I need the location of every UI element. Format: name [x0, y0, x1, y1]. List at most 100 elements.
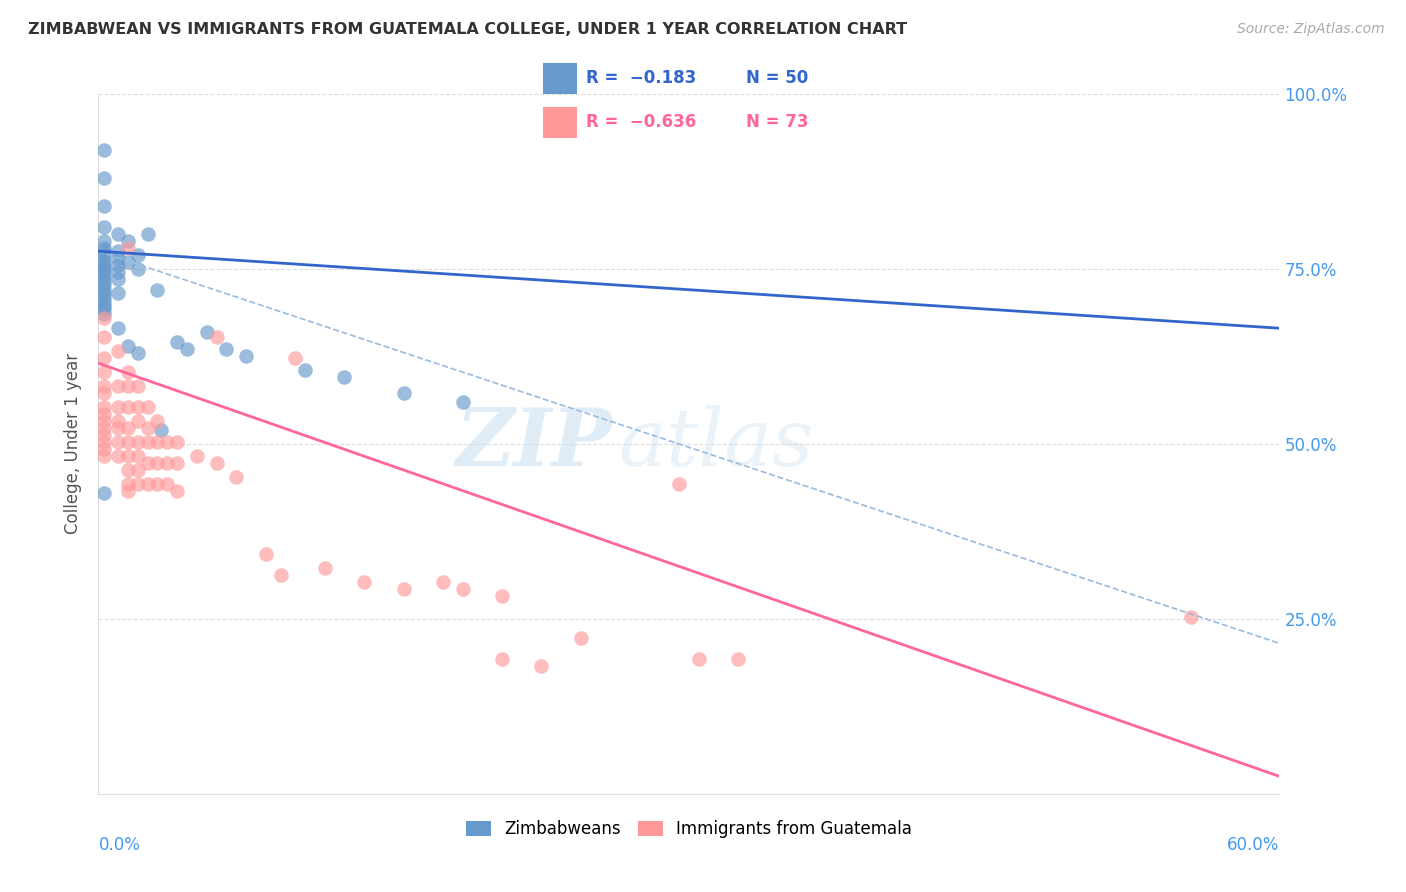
- Point: [107, 401, 129, 415]
- Point: [205, 330, 228, 344]
- Point: [93, 379, 115, 393]
- Point: [432, 575, 454, 590]
- Point: [127, 379, 149, 393]
- Point: [93, 485, 115, 500]
- Point: [93, 414, 115, 428]
- Point: [166, 484, 188, 499]
- Point: [93, 294, 115, 309]
- Bar: [543, 107, 576, 138]
- Point: [205, 456, 228, 470]
- Point: [107, 258, 129, 272]
- Point: [353, 575, 375, 590]
- Point: [156, 477, 179, 491]
- Point: [107, 435, 129, 450]
- Point: [146, 456, 169, 470]
- Point: [166, 456, 188, 470]
- Point: [107, 344, 129, 359]
- Point: [93, 234, 115, 248]
- Point: [93, 310, 115, 325]
- Point: [117, 484, 139, 499]
- Point: [146, 414, 169, 428]
- Point: [107, 265, 129, 279]
- Point: [150, 423, 173, 437]
- Point: [93, 330, 115, 344]
- Point: [107, 321, 129, 335]
- Point: [93, 253, 115, 268]
- Point: [146, 283, 169, 297]
- Point: [93, 306, 115, 320]
- Point: [166, 435, 188, 450]
- Point: [451, 582, 474, 597]
- Point: [93, 241, 115, 255]
- Point: [93, 302, 115, 317]
- Point: [127, 261, 149, 276]
- Point: [688, 652, 710, 666]
- Point: [93, 442, 115, 457]
- Point: [284, 351, 307, 366]
- Point: [117, 421, 139, 435]
- Point: [270, 568, 292, 582]
- Point: [117, 401, 139, 415]
- Point: [93, 365, 115, 379]
- Text: Source: ZipAtlas.com: Source: ZipAtlas.com: [1237, 22, 1385, 37]
- Point: [117, 463, 139, 477]
- Point: [333, 370, 356, 384]
- Point: [491, 590, 513, 604]
- Point: [146, 435, 169, 450]
- Point: [314, 561, 336, 575]
- Point: [93, 244, 115, 259]
- Point: [127, 477, 149, 491]
- Y-axis label: College, Under 1 year: College, Under 1 year: [65, 353, 83, 534]
- Text: N = 73: N = 73: [745, 113, 808, 131]
- Point: [107, 421, 129, 435]
- Point: [117, 339, 139, 353]
- Point: [93, 274, 115, 288]
- Point: [93, 351, 115, 366]
- Point: [127, 345, 149, 359]
- Text: R =  −0.636: R = −0.636: [586, 113, 696, 131]
- Text: 60.0%: 60.0%: [1227, 836, 1279, 854]
- Point: [107, 414, 129, 428]
- Point: [107, 227, 129, 241]
- Point: [93, 435, 115, 450]
- Point: [530, 659, 553, 673]
- Bar: [543, 63, 576, 94]
- Point: [136, 477, 159, 491]
- Text: 0.0%: 0.0%: [98, 836, 141, 854]
- Point: [176, 343, 198, 357]
- Text: ZIMBABWEAN VS IMMIGRANTS FROM GUATEMALA COLLEGE, UNDER 1 YEAR CORRELATION CHART: ZIMBABWEAN VS IMMIGRANTS FROM GUATEMALA …: [28, 22, 907, 37]
- Point: [93, 428, 115, 442]
- Point: [93, 299, 115, 313]
- Point: [254, 548, 277, 562]
- Point: [225, 470, 247, 484]
- Point: [195, 325, 218, 339]
- Point: [451, 394, 474, 409]
- Point: [117, 254, 139, 268]
- Point: [727, 652, 749, 666]
- Point: [93, 283, 115, 297]
- Point: [156, 456, 179, 470]
- Point: [93, 263, 115, 277]
- Point: [117, 379, 139, 393]
- Point: [93, 287, 115, 301]
- Point: [93, 257, 115, 271]
- Point: [107, 251, 129, 265]
- Point: [392, 386, 415, 401]
- Point: [93, 199, 115, 213]
- Point: [136, 456, 159, 470]
- Point: [127, 450, 149, 464]
- Point: [127, 463, 149, 477]
- Point: [93, 386, 115, 401]
- Point: [93, 267, 115, 281]
- Point: [156, 435, 179, 450]
- Point: [127, 401, 149, 415]
- Point: [107, 244, 129, 259]
- Point: [93, 400, 115, 414]
- Point: [93, 248, 115, 262]
- Point: [107, 450, 129, 464]
- Point: [93, 270, 115, 285]
- Point: [127, 435, 149, 450]
- Point: [186, 450, 208, 464]
- Point: [93, 170, 115, 185]
- Point: [294, 363, 316, 377]
